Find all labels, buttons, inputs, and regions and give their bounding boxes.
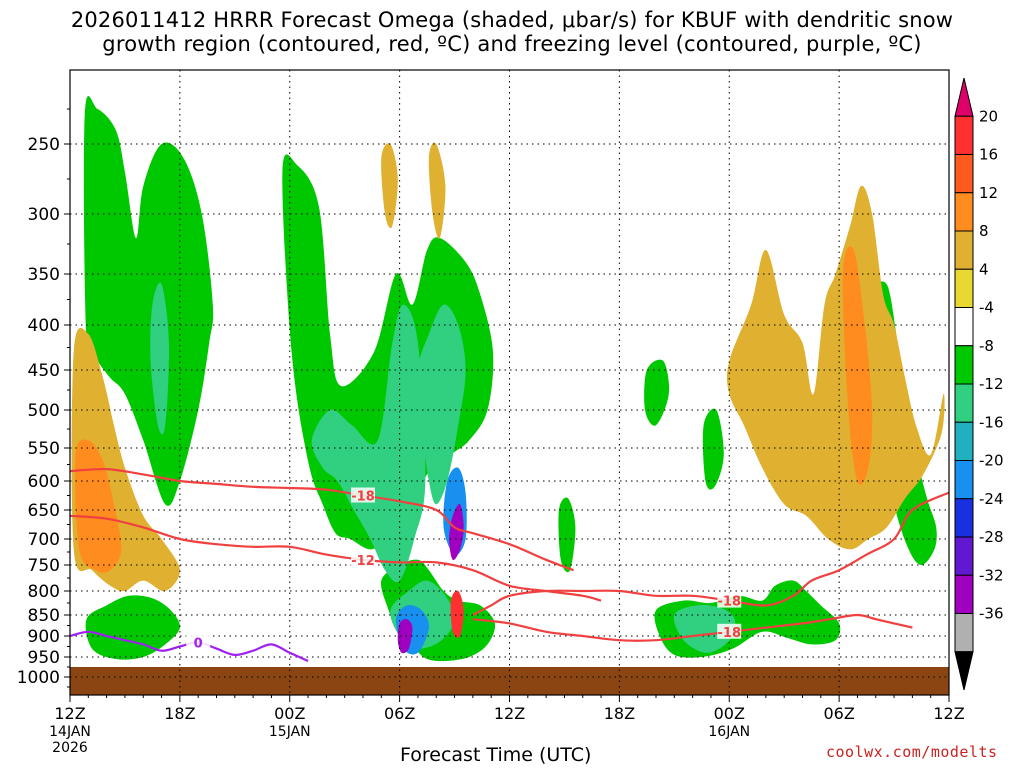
- dgz-contour-label: -18: [718, 595, 742, 610]
- colorbar-swatch: [954, 230, 974, 270]
- colorbar-label: -28: [979, 528, 1004, 546]
- colorbar-label: -4: [979, 299, 994, 317]
- colorbar-label: 8: [979, 222, 989, 240]
- y-tick-label: 600: [28, 472, 60, 492]
- y-tick-label: 400: [28, 316, 60, 336]
- colorbar-swatch: [954, 115, 974, 155]
- dgz-contour-1: [70, 514, 602, 602]
- credit-link[interactable]: coolwx.com/modelts: [826, 743, 998, 761]
- chart-title-line-2: growth region (contoured, red, ºC) and f…: [102, 32, 922, 56]
- colorbar-label: 12: [979, 184, 998, 202]
- colorbar-swatch: [954, 574, 974, 614]
- colorbar-label: -32: [979, 566, 1004, 584]
- x-tick-label: 00Z: [274, 704, 305, 723]
- y-tick-label: 350: [28, 265, 60, 285]
- dgz-contour-label: -18: [718, 626, 742, 641]
- x-tick-label: 00Z: [714, 704, 745, 723]
- colorbar-label: -20: [979, 452, 1004, 470]
- omega-region-orange-right: [842, 246, 873, 485]
- omega-region-yellow-1: [381, 142, 398, 229]
- y-tick-label: 300: [28, 205, 60, 225]
- x-tick-date: 16JAN: [708, 724, 750, 740]
- y-tick-label: 850: [28, 606, 60, 626]
- colorbar-swatch: [954, 460, 974, 500]
- dgz-contour-0: [70, 467, 574, 572]
- freezing-contour-label-bg: [186, 634, 211, 650]
- y-tick-label: 750: [28, 556, 60, 576]
- omega-region-green-lower-left: [85, 595, 180, 660]
- y-tick-label: 1000: [17, 668, 60, 688]
- colorbar-swatch: [954, 613, 974, 653]
- x-tick-date: 14JAN: [49, 724, 91, 740]
- y-tick-label: 950: [28, 648, 60, 668]
- omega-region-green-tower-early: [83, 96, 214, 506]
- x-tick-label: 12Z: [54, 704, 85, 723]
- omega-region-green-small-1: [558, 497, 576, 573]
- x-tick-label: 06Z: [823, 704, 854, 723]
- y-tick-label: 700: [28, 530, 60, 550]
- y-tick-label: 550: [28, 439, 60, 459]
- y-tick-label: 650: [28, 501, 60, 521]
- dgz-contour-label: -18: [351, 490, 375, 505]
- colorbar-label: -24: [979, 490, 1004, 508]
- dgz-contour-label: -12: [351, 554, 375, 569]
- freezing-contour-label: 0: [194, 636, 203, 651]
- colorbar-swatch: [954, 268, 974, 308]
- y-tick-label: 250: [28, 135, 60, 155]
- y-tick-label: 900: [28, 627, 60, 647]
- colorbar-swatch: [954, 383, 974, 423]
- colorbar-swatch-bottom: [954, 651, 974, 691]
- dgz-contour-label-bg: [717, 623, 742, 639]
- omega-region-yellow-2: [428, 142, 446, 239]
- chart-title-line-1: 2026011412 HRRR Forecast Omega (shaded, …: [70, 8, 954, 32]
- colorbar-label: -12: [979, 375, 1004, 393]
- x-tick-label: 06Z: [384, 704, 415, 723]
- colorbar-label: 4: [979, 260, 989, 278]
- omega-region-green-small-2: [644, 359, 670, 426]
- colorbar-label: 16: [979, 146, 998, 164]
- colorbar-swatch: [954, 345, 974, 385]
- x-tick-label: 12Z: [933, 704, 964, 723]
- omega-region-teal-early: [150, 282, 169, 435]
- colorbar-swatch: [954, 498, 974, 538]
- x-tick-label: 18Z: [164, 704, 195, 723]
- colorbar-swatch: [954, 536, 974, 576]
- omega-region-purple-1: [449, 503, 464, 561]
- omega-region-purple-2: [397, 619, 413, 654]
- omega-region-green-small-3: [702, 408, 724, 490]
- x-tick-date: 15JAN: [269, 724, 311, 740]
- x-axis-label: Forecast Time (UTC): [400, 744, 592, 766]
- colorbar-label: -16: [979, 413, 1004, 431]
- colorbar-swatch: [954, 421, 974, 461]
- x-tick-year: 2026: [52, 740, 88, 756]
- colorbar-swatch: [954, 307, 974, 347]
- omega-region-red-1: [450, 590, 464, 638]
- x-tick-label: 18Z: [604, 704, 635, 723]
- colorbar-swatch: [954, 192, 974, 232]
- omega-region-teal-lower-right: [673, 604, 736, 653]
- omega-region-teal-mid-2: [417, 304, 466, 505]
- colorbar-label: -36: [979, 605, 1004, 623]
- y-tick-label: 800: [28, 582, 60, 602]
- y-tick-label: 450: [28, 361, 60, 381]
- colorbar-swatch-top: [954, 77, 974, 117]
- dgz-contour-label-bg: [351, 551, 375, 567]
- omega-region-orange-left: [74, 439, 122, 573]
- omega-region-teal-mid-1: [311, 304, 426, 583]
- dgz-contour-label-bg: [351, 487, 375, 503]
- x-tick-label: 12Z: [494, 704, 525, 723]
- colorbar-swatch: [954, 154, 974, 194]
- dgz-contour-label-bg: [717, 592, 742, 608]
- omega-region-yellow-right: [726, 185, 945, 550]
- colorbar-label: -8: [979, 337, 994, 355]
- colorbar-label: 20: [979, 107, 998, 125]
- y-tick-label: 500: [28, 401, 60, 421]
